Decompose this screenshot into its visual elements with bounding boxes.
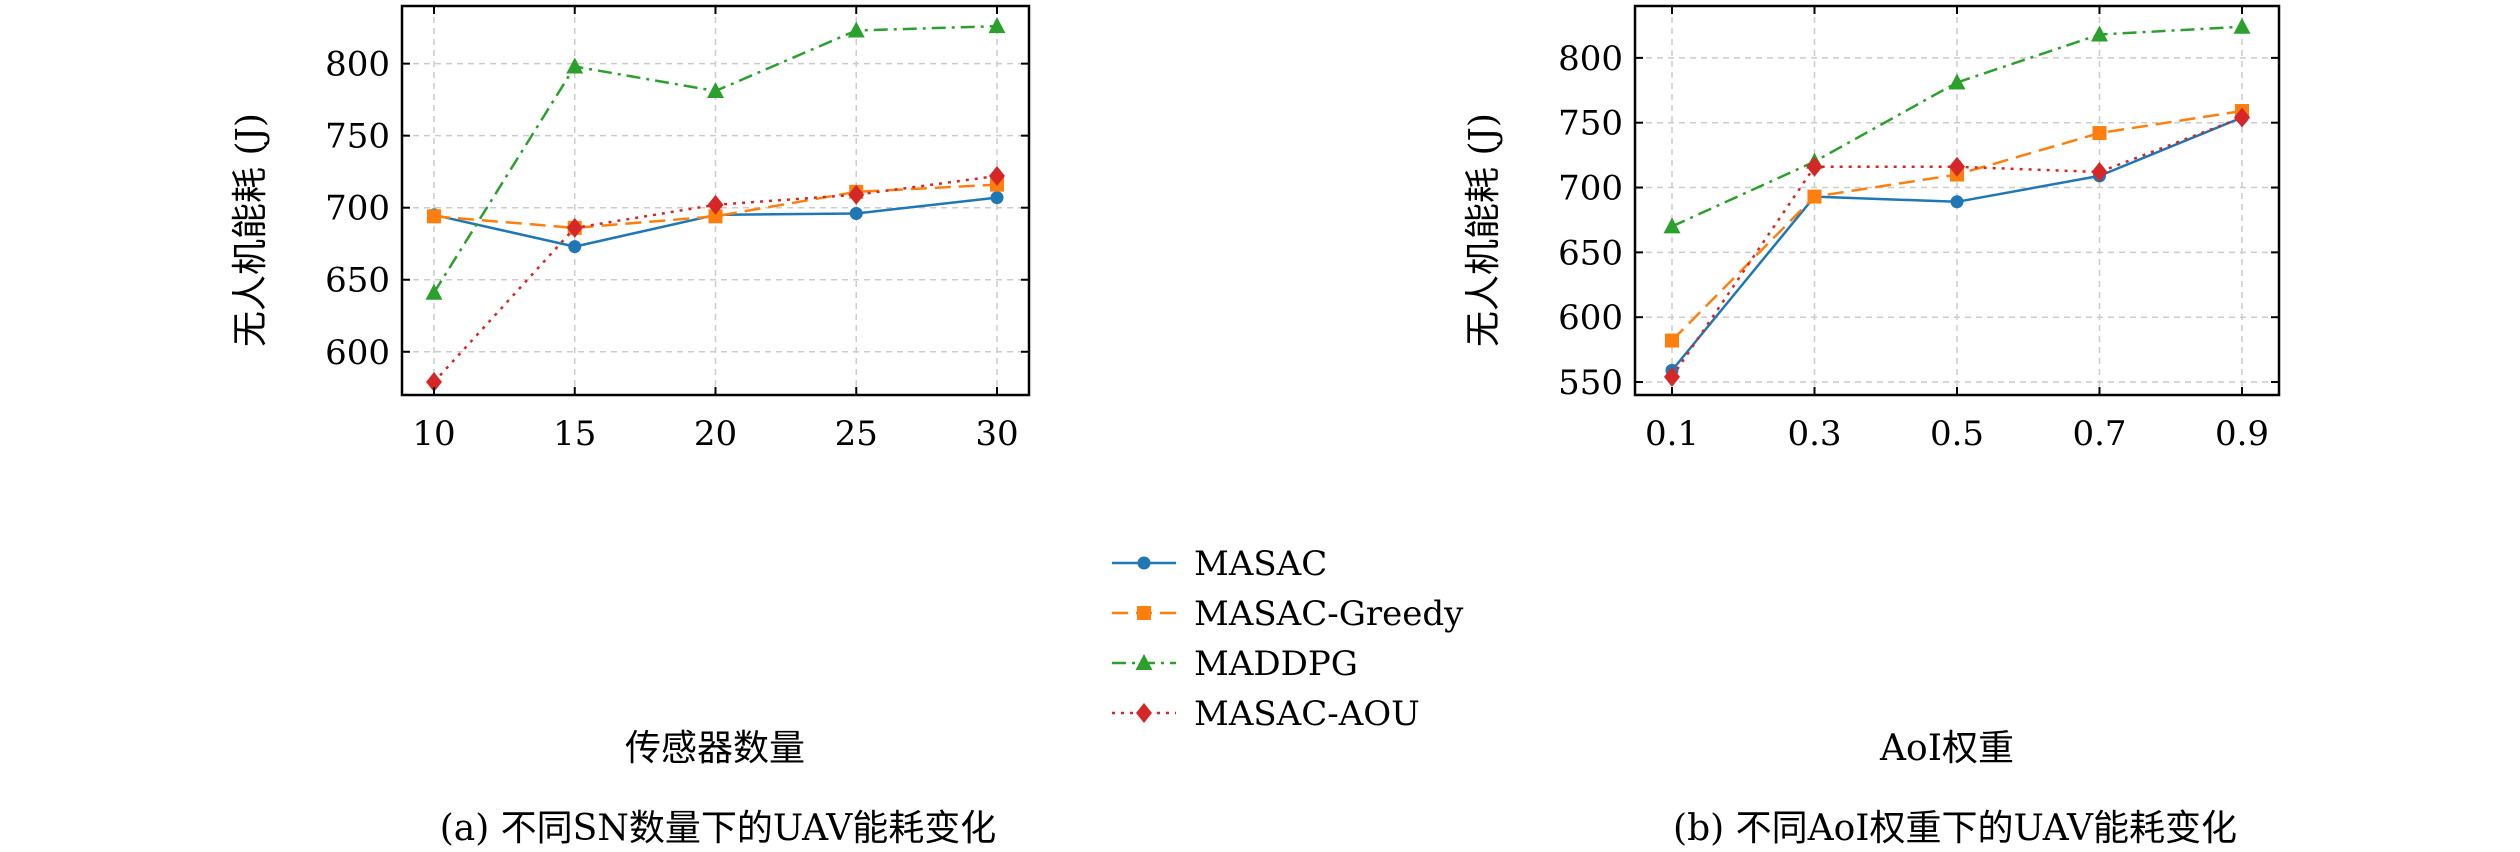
panel-b-masac-aou-point xyxy=(1664,366,1680,387)
legend: MASAC MASAC-Greedy MADDPG MASAC-AOU xyxy=(1112,544,1464,734)
panel-a: 10 15 20 25 30 600 650 700 750 800 传感器数量 无人机能耗 (J… xyxy=(230,4,1031,849)
legend-masac-aou-label: MASAC-AOU xyxy=(1194,694,1420,734)
panel-a-masac-point xyxy=(990,191,1004,205)
panel-b-grid xyxy=(1635,6,2279,395)
panel-b-masac-greedy-point xyxy=(2092,126,2107,141)
panel-a-xtick-label: 20 xyxy=(694,414,737,454)
panel-b-ytick-label: 550 xyxy=(1558,363,1623,403)
panel-a-maddpg-point xyxy=(707,82,724,99)
panel-b-masac-aou-point xyxy=(1949,156,1965,177)
panel-b-maddpg-point xyxy=(2233,17,2251,34)
panel-a-masac-point xyxy=(568,240,582,254)
panel-a-maddpg-point xyxy=(988,17,1006,34)
legend-maddpg-marker xyxy=(1135,654,1153,670)
panel-b-masac-aou-point xyxy=(2234,107,2250,128)
panel-a-xtick-label: 10 xyxy=(412,414,455,454)
panel-b-masac-aou-point xyxy=(1806,156,1823,177)
panel-b-xtick-label: 0.9 xyxy=(2215,414,2269,454)
legend-masac-marker xyxy=(1137,556,1151,570)
panel-b-masac-greedy-point xyxy=(1665,333,1679,348)
panel-a-masac-greedy-point xyxy=(708,209,723,224)
panel-a-masac-aou-point xyxy=(989,166,1005,187)
panel-b-maddpg-point xyxy=(1663,217,1681,234)
panel-b-xlabel: AoI权重 xyxy=(1879,728,2014,769)
panel-a-masac-aou-point xyxy=(426,372,442,393)
panel-b-maddpg-point xyxy=(1948,73,1966,90)
legend-masac-label: MASAC xyxy=(1194,544,1327,584)
panel-a-caption: (a) 不同SN数量下的UAV能耗变化 xyxy=(440,808,997,849)
panel-b-series xyxy=(1663,17,2251,387)
panel-a-masac-aou-point xyxy=(848,184,865,205)
panel-a-masac-aou-point xyxy=(566,217,583,238)
panel-b-masac-aou-point xyxy=(2091,161,2108,182)
panel-a-ytick-label: 600 xyxy=(325,333,390,373)
panel-a-xtick-label: 25 xyxy=(835,414,878,454)
panel-a-maddpg-point xyxy=(847,21,865,38)
panel-b-caption: (b) 不同AoI权重下的UAV能耗变化 xyxy=(1673,808,2237,849)
panel-a-ytick-label: 650 xyxy=(325,261,390,301)
panel-b-ytick-label: 600 xyxy=(1558,298,1623,338)
panel-a-masac-aou-point xyxy=(707,194,724,215)
legend-masac-aou-marker xyxy=(1136,703,1152,723)
panel-a-ticks: 10 15 20 25 30 600 650 700 750 800 xyxy=(325,6,1029,454)
panel-a-maddpg-point xyxy=(566,57,584,74)
panel-b-xtick-label: 0.3 xyxy=(1787,414,1841,454)
panel-a-masac-point xyxy=(849,206,863,220)
panel-a-masac-greedy-point xyxy=(427,209,441,224)
panel-b-masac-point xyxy=(1950,195,1964,209)
panel-a-xtick-label: 15 xyxy=(553,414,596,454)
panel-b-ytick-label: 700 xyxy=(1558,169,1623,209)
panel-b-ytick-label: 750 xyxy=(1558,104,1623,144)
panel-b-ticks: 0.1 0.3 0.5 0.7 0.9 550 600 650 700 750 800 xyxy=(1558,6,2279,454)
legend-masac-greedy-label: MASAC-Greedy xyxy=(1194,594,1464,634)
panel-a-series xyxy=(425,17,1006,393)
panel-b-xtick-label: 0.1 xyxy=(1645,414,1699,454)
panel-a-ytick-label: 800 xyxy=(325,45,390,85)
legend-maddpg-label: MADDPG xyxy=(1194,644,1358,684)
panel-a-maddpg-point xyxy=(425,283,443,300)
panel-a-ytick-label: 750 xyxy=(325,117,390,157)
panel-b-ytick-label: 800 xyxy=(1558,39,1623,79)
panel-b-xtick-label: 0.7 xyxy=(2072,414,2126,454)
panel-b-xtick-label: 0.5 xyxy=(1930,414,1984,454)
panel-b-ylabel: 无人机能耗 (J) xyxy=(1463,113,1504,347)
panel-b-ytick-label: 650 xyxy=(1558,233,1623,273)
legend-masac-greedy-marker xyxy=(1137,606,1151,620)
panel-a-xtick-label: 30 xyxy=(975,414,1018,454)
panel-a-xlabel: 传感器数量 xyxy=(625,728,805,769)
panel-a-ylabel: 无人机能耗 (J) xyxy=(230,113,271,347)
panel-b-masac-line xyxy=(1671,116,2243,372)
panel-b-masac-greedy-point xyxy=(1807,189,1822,204)
panel-a-ytick-label: 700 xyxy=(325,189,390,229)
panel-b-maddpg-point xyxy=(2091,25,2108,42)
